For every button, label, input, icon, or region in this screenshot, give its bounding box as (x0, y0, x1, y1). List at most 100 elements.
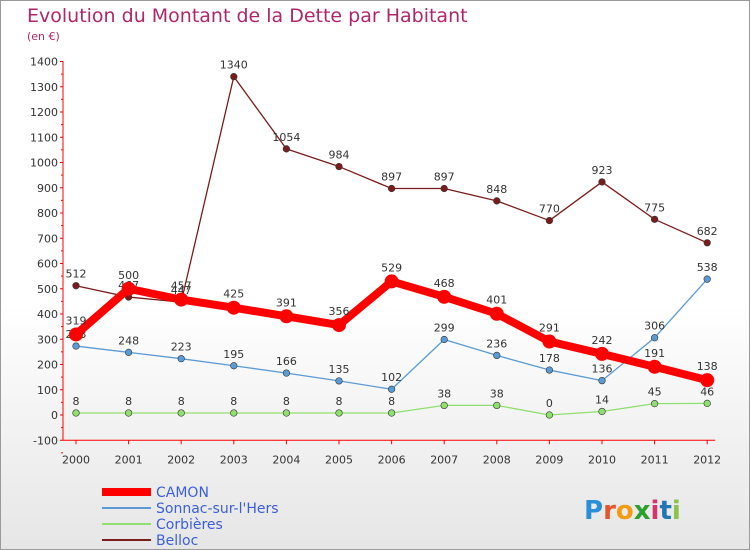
data-point-sonnac-sur-l-hers (703, 275, 711, 283)
data-label-camon: 425 (223, 288, 244, 301)
y-tick-label: 1100 (30, 131, 58, 144)
data-label-sonnac-sur-l-hers: 223 (171, 341, 192, 354)
series-line-camon (73, 277, 709, 385)
data-point-belloc (388, 184, 396, 193)
data-label-sonnac-sur-l-hers: 538 (697, 261, 718, 274)
data-point-corbi-res (493, 401, 501, 410)
data-point-camon (279, 309, 294, 324)
data-point-sonnac-sur-l-hers (598, 377, 606, 385)
data-label-belloc: 984 (329, 149, 350, 162)
logo-letter: i (672, 496, 681, 526)
data-label-corbi-res: 8 (283, 395, 290, 408)
data-point-corbi-res (440, 401, 448, 410)
data-point-camon (174, 292, 189, 307)
data-label-camon: 457 (171, 280, 192, 293)
data-label-belloc: 682 (697, 225, 718, 238)
data-point-corbi-res (598, 407, 606, 416)
x-tick-label: 2000 (62, 453, 90, 466)
data-label-belloc: 848 (486, 183, 507, 196)
data-point-camon (700, 373, 715, 388)
data-label-camon: 242 (592, 334, 613, 347)
x-tick-label: 2009 (535, 453, 563, 466)
data-point-corbi-res (335, 409, 343, 417)
data-point-belloc (598, 178, 606, 186)
chart-title: Evolution du Montant de la Dette par Hab… (27, 5, 468, 27)
data-label-sonnac-sur-l-hers: 166 (276, 355, 297, 368)
data-point-camon (384, 274, 399, 289)
logo-letter: t (659, 496, 671, 526)
x-tick-label: 2010 (588, 453, 616, 466)
data-point-belloc (493, 197, 501, 205)
data-label-belloc: 897 (434, 171, 455, 184)
data-point-corbi-res (388, 409, 396, 417)
x-tick-label: 2008 (483, 453, 511, 466)
data-point-sonnac-sur-l-hers (440, 335, 448, 344)
y-tick-label: 400 (37, 308, 58, 321)
data-label-camon: 468 (434, 277, 455, 290)
data-label-camon: 500 (118, 269, 139, 282)
data-point-corbi-res (545, 411, 554, 419)
logo-letter: P (584, 496, 603, 526)
data-point-camon (595, 346, 609, 361)
data-label-belloc: 1340 (220, 59, 248, 72)
data-point-camon (647, 359, 662, 374)
data-label-corbi-res: 45 (648, 386, 662, 399)
data-label-corbi-res: 8 (230, 395, 237, 408)
y-tick-label: 100 (37, 384, 58, 397)
data-point-camon (69, 327, 83, 342)
legend-label-belloc: Belloc (156, 533, 198, 549)
data-label-corbi-res: 8 (125, 395, 132, 408)
data-label-corbi-res: 8 (178, 395, 185, 408)
proxiti-logo: Proxiti (584, 496, 681, 526)
x-tick-label: 2004 (272, 453, 300, 466)
data-point-sonnac-sur-l-hers (72, 342, 80, 350)
data-label-belloc: 512 (66, 268, 87, 281)
data-label-belloc: 775 (644, 201, 665, 214)
chart-subtitle: (en €) (27, 30, 60, 43)
data-label-sonnac-sur-l-hers: 306 (644, 320, 665, 333)
data-point-belloc (282, 145, 291, 153)
x-tick-label: 2002 (167, 453, 195, 466)
data-label-camon: 529 (381, 261, 402, 274)
data-label-camon: 319 (66, 314, 87, 327)
y-tick-label: -100 (33, 434, 58, 447)
data-point-sonnac-sur-l-hers (124, 348, 133, 356)
data-point-corbi-res (177, 409, 185, 417)
logo-letter: x (634, 496, 651, 526)
data-label-sonnac-sur-l-hers: 178 (539, 352, 560, 365)
y-tick-label: 1300 (30, 81, 58, 94)
y-tick-label: 900 (37, 182, 58, 195)
data-point-sonnac-sur-l-hers (335, 377, 343, 385)
data-label-camon: 291 (539, 322, 560, 335)
y-tick-label: 0 (51, 409, 58, 422)
data-label-corbi-res: 8 (73, 395, 80, 408)
data-label-belloc: 447 (171, 284, 192, 297)
data-label-corbi-res: 38 (437, 387, 451, 400)
data-point-sonnac-sur-l-hers (650, 334, 659, 342)
logo-letter: i (651, 496, 660, 526)
data-label-belloc: 923 (592, 164, 613, 177)
data-label-camon: 401 (486, 294, 507, 307)
data-point-belloc (650, 215, 659, 223)
data-point-camon (226, 300, 241, 315)
x-tick-label: 2007 (430, 453, 458, 466)
logo-letter: r (603, 496, 616, 526)
data-label-corbi-res: 0 (546, 397, 553, 410)
data-label-camon: 138 (697, 360, 718, 373)
data-point-belloc (703, 239, 711, 247)
data-label-sonnac-sur-l-hers: 299 (434, 322, 455, 335)
data-label-corbi-res: 38 (490, 387, 504, 400)
data-point-camon (489, 306, 504, 321)
x-tick-label: 2005 (325, 453, 353, 466)
data-label-belloc: 1054 (272, 131, 300, 144)
y-tick-label: 1000 (30, 157, 58, 170)
y-tick-label: 300 (37, 333, 58, 346)
logo-letter: o (616, 496, 634, 526)
y-tick-label: 700 (37, 232, 58, 245)
x-tick-label: 2011 (641, 453, 669, 466)
legend-label-sonnac-sur-l-hers: Sonnac-sur-l'Hers (156, 501, 279, 517)
data-label-corbi-res: 8 (336, 395, 343, 408)
data-label-camon: 191 (644, 347, 665, 360)
